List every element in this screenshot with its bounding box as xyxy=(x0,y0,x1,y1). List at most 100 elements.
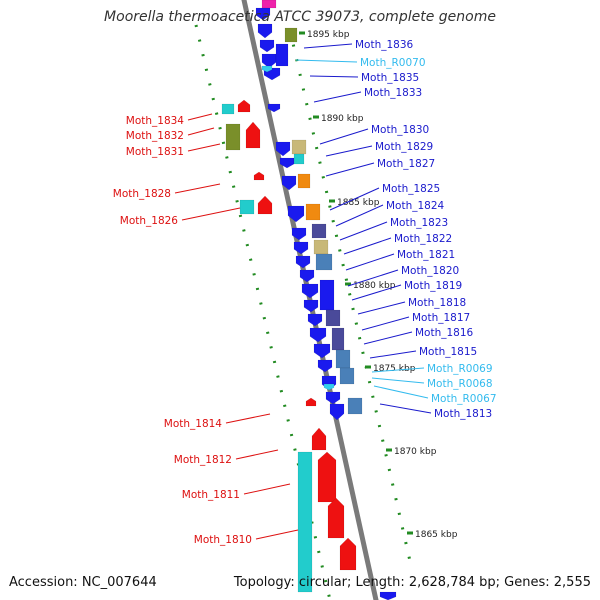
gene-label-leader xyxy=(329,187,380,211)
map-title: Moorella thermoacetica ATCC 39073, compl… xyxy=(104,9,496,25)
gene-label-leader xyxy=(295,59,358,63)
gene-label: Moth_1819 xyxy=(404,280,462,292)
gene-feature xyxy=(293,241,309,255)
gene-label: Moth_1827 xyxy=(377,158,435,170)
gene-feature xyxy=(325,391,341,405)
gene-feature xyxy=(309,327,327,343)
gene-feature xyxy=(239,199,255,215)
gene-label-leader xyxy=(181,207,241,221)
gene-feature xyxy=(261,65,273,73)
gene-label: Moth_1828 xyxy=(113,188,171,200)
gene-feature xyxy=(275,43,289,67)
gene-label-leader xyxy=(373,385,429,399)
gene-feature xyxy=(301,283,319,299)
gene-feature xyxy=(323,383,335,391)
gene-label-leader xyxy=(325,162,375,177)
gene-label-leader xyxy=(339,221,388,241)
gene-feature xyxy=(245,121,261,149)
gene-feature xyxy=(293,153,305,165)
gene-feature xyxy=(284,27,298,43)
gene-label-leader xyxy=(343,237,392,255)
gene-label: Moth_1814 xyxy=(164,418,223,430)
gene-label: Moth_1815 xyxy=(419,346,477,358)
gene-feature xyxy=(279,157,295,169)
gene-feature xyxy=(329,403,345,421)
gene-label-leader xyxy=(313,91,362,103)
gene-feature xyxy=(313,343,331,359)
gene-label: Moth_1821 xyxy=(397,249,455,261)
gene-feature xyxy=(295,255,311,269)
gene-feature xyxy=(307,313,323,327)
gene-feature xyxy=(317,359,333,373)
gene-feature xyxy=(225,123,241,151)
gene-label: Moth_R0068 xyxy=(427,378,493,390)
gene-label: Moth_1822 xyxy=(394,233,452,245)
gene-feature xyxy=(291,227,307,241)
gene-label-leader xyxy=(361,316,410,331)
ruler-tick-label: 1895 kbp xyxy=(307,30,350,40)
gene-label: Moth_1835 xyxy=(361,72,419,84)
gene-label-leader xyxy=(325,145,373,157)
gene-feature xyxy=(305,203,321,221)
gene-feature xyxy=(259,39,275,53)
gene-label: Moth_1825 xyxy=(382,183,440,195)
gene-label-leader xyxy=(225,413,271,424)
gene-label-leader xyxy=(347,269,399,287)
genome-summary-text: Topology: circular; Length: 2,628,784 bp… xyxy=(233,575,591,590)
gene-label: Moth_1833 xyxy=(364,87,422,99)
gene-feature xyxy=(325,309,341,327)
gene-label: Moth_R0069 xyxy=(427,363,493,375)
gene-feature xyxy=(347,397,363,415)
gene-feature xyxy=(261,0,277,9)
gene-label: Moth_1816 xyxy=(415,327,474,339)
gene-feature xyxy=(379,591,397,600)
gene-feature xyxy=(319,279,335,311)
gene-feature xyxy=(287,205,305,223)
gene-feature xyxy=(311,427,327,451)
gene-feature xyxy=(299,269,315,283)
gene-label: Moth_1813 xyxy=(434,408,492,420)
gene-label-leader xyxy=(255,529,299,540)
accession-text: Accession: NC_007644 xyxy=(9,575,157,590)
gene-feature xyxy=(257,195,273,215)
gene-label-leader xyxy=(345,253,395,271)
gene-label: Moth_1817 xyxy=(412,312,470,324)
gene-label-leader xyxy=(371,377,425,384)
gene-label: Moth_1812 xyxy=(174,454,232,466)
gene-label: Moth_1830 xyxy=(371,124,429,136)
gene-label-leader xyxy=(309,75,359,78)
gene-feature xyxy=(267,103,281,113)
gene-label-leader xyxy=(319,128,369,145)
gene-feature xyxy=(281,175,297,191)
gene-feature xyxy=(313,239,329,255)
gene-label-leader xyxy=(371,367,425,373)
gene-label: Moth_1836 xyxy=(355,39,414,51)
gene-label: Moth_1810 xyxy=(194,534,252,546)
gene-label: Moth_1824 xyxy=(386,200,445,212)
gene-feature xyxy=(303,299,319,313)
gene-label-leader xyxy=(379,403,432,414)
gene-label: Moth_1834 xyxy=(126,115,185,127)
gene-label-leader xyxy=(369,350,417,359)
gene-label: Moth_1823 xyxy=(390,217,448,229)
gene-feature xyxy=(339,537,357,571)
gene-feature xyxy=(291,139,307,155)
gene-label-leader xyxy=(235,449,279,460)
gene-label: Moth_R0070 xyxy=(360,57,426,69)
gene-feature xyxy=(275,141,291,157)
gene-label-leader xyxy=(351,284,402,301)
gene-feature xyxy=(311,223,327,239)
gene-label-leader xyxy=(243,483,291,495)
gene-feature xyxy=(237,99,251,113)
ruler-tick-label: 1875 kbp xyxy=(373,364,416,374)
gene-label-leader xyxy=(357,301,406,315)
ruler-tick-label: 1865 kbp xyxy=(415,530,458,540)
gene-feature xyxy=(253,171,265,181)
gene-feature xyxy=(317,451,337,503)
gene-label: Moth_1829 xyxy=(375,141,433,153)
gene-label: Moth_1818 xyxy=(408,297,466,309)
gene-feature xyxy=(221,103,235,115)
gene-label-leader xyxy=(335,204,384,227)
gene-feature xyxy=(335,349,351,369)
